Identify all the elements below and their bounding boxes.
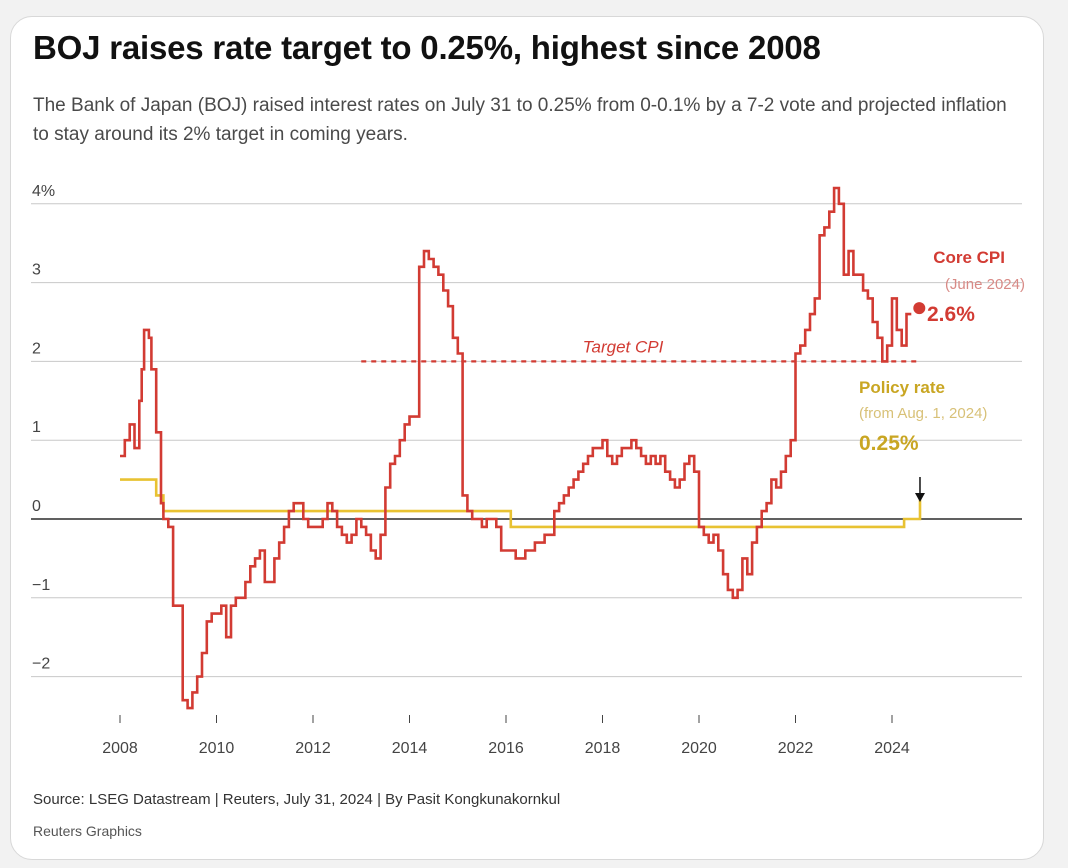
- x-tick-label: 2008: [102, 740, 138, 757]
- x-tick-label: 2018: [585, 740, 621, 757]
- x-axis-ticks: 2008 2010 2012 2014 2016 2018 2020 2022 2024: [102, 715, 910, 757]
- policy-rate-annotation-value: 0.25%: [859, 432, 919, 455]
- chart-title: BOJ raises rate target to 0.25%, highest…: [33, 29, 821, 66]
- y-tick-label: 3: [32, 262, 41, 279]
- core-cpi-line: [120, 186, 912, 710]
- x-tick-label: 2020: [681, 740, 717, 757]
- chart-card: BOJ raises rate target to 0.25%, highest…: [10, 16, 1044, 860]
- y-tick-label: 1: [32, 419, 41, 436]
- y-tick-label: −1: [32, 577, 50, 594]
- core-cpi-annotation-date: (June 2024): [945, 276, 1025, 293]
- y-tick-label: 2: [32, 340, 41, 357]
- core-cpi-latest-dot: [913, 302, 926, 315]
- y-tick-label: 0: [32, 498, 41, 515]
- chart-subtitle: The Bank of Japan (BOJ) raised interest …: [33, 95, 1007, 145]
- x-tick-label: 2010: [199, 740, 235, 757]
- y-tick-label: −2: [32, 656, 50, 673]
- core-cpi-annotation-title: Core CPI: [933, 248, 1005, 267]
- x-tick-label: 2016: [488, 740, 524, 757]
- x-tick-label: 2022: [778, 740, 814, 757]
- policy-rate-annotation-date: (from Aug. 1, 2024): [859, 405, 987, 422]
- target-cpi-label: Target CPI: [583, 337, 664, 356]
- y-axis-tick-labels: 4% 3 2 1 0 −1 −2: [32, 183, 55, 673]
- policy-rate-annotation-title: Policy rate: [859, 378, 945, 397]
- x-tick-label: 2012: [295, 740, 331, 757]
- y-tick-label: 4%: [32, 183, 55, 200]
- policy-rate-line: [120, 478, 922, 529]
- arrow-down-icon: [914, 493, 925, 502]
- graphics-credit: Reuters Graphics: [33, 823, 142, 839]
- x-tick-label: 2024: [874, 740, 910, 757]
- x-tick-label: 2014: [392, 740, 428, 757]
- source-note: Source: LSEG Datastream | Reuters, July …: [33, 791, 561, 808]
- core-cpi-annotation-value: 2.6%: [927, 303, 975, 326]
